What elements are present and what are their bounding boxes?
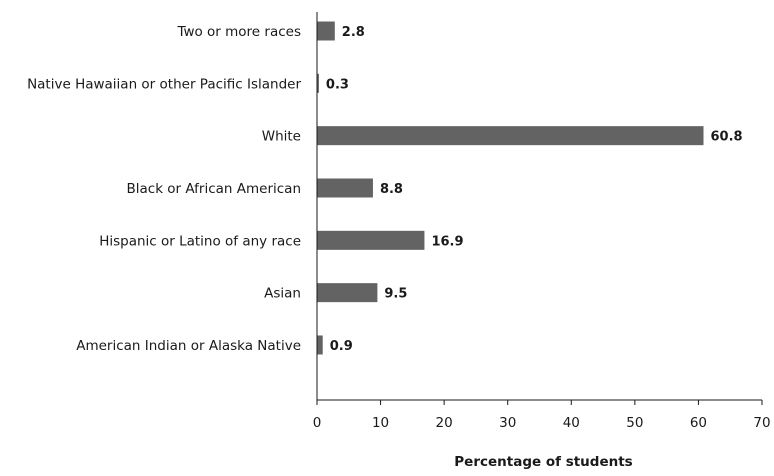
x-tick-label: 60 bbox=[690, 415, 707, 431]
category-label: Two or more races bbox=[176, 24, 301, 40]
x-tick-label: 30 bbox=[499, 415, 516, 431]
x-ticks: 0 10 20 30 40 50 60 70 bbox=[313, 400, 771, 431]
data-label: 8.8 bbox=[380, 182, 403, 197]
data-label: 16.9 bbox=[431, 234, 463, 249]
data-label: 9.5 bbox=[384, 287, 407, 302]
category-labels: Two or more races Native Hawaiian or othe… bbox=[27, 24, 301, 354]
x-axis-title: Percentage of students bbox=[454, 454, 632, 470]
category-label: White bbox=[262, 129, 301, 145]
data-label: 60.8 bbox=[711, 130, 743, 145]
category-label: Hispanic or Latino of any race bbox=[99, 233, 301, 249]
x-tick-label: 0 bbox=[313, 415, 322, 431]
x-tick-label: 10 bbox=[372, 415, 389, 431]
data-label: 2.8 bbox=[342, 25, 365, 40]
category-label: Black or African American bbox=[126, 181, 301, 197]
axes-layer bbox=[316, 12, 762, 401]
bar bbox=[317, 21, 335, 41]
data-label: 0.3 bbox=[326, 77, 349, 92]
bar bbox=[317, 230, 425, 250]
x-tick-label: 40 bbox=[563, 415, 580, 431]
data-label: 0.9 bbox=[330, 339, 353, 354]
x-tick-label: 20 bbox=[436, 415, 453, 431]
bar bbox=[317, 283, 378, 303]
bar bbox=[317, 73, 319, 93]
x-tick-label: 70 bbox=[753, 415, 770, 431]
bar bbox=[317, 335, 323, 355]
category-label: American Indian or Alaska Native bbox=[76, 338, 301, 354]
x-tick-label: 50 bbox=[626, 415, 643, 431]
bar bbox=[317, 178, 373, 198]
value-labels: 2.8 0.3 60.8 8.8 16.9 9.5 0.9 bbox=[326, 25, 743, 354]
bars-layer bbox=[317, 21, 704, 355]
bar bbox=[317, 126, 704, 146]
category-label: Native Hawaiian or other Pacific Islande… bbox=[27, 76, 301, 92]
category-label: Asian bbox=[264, 286, 301, 302]
